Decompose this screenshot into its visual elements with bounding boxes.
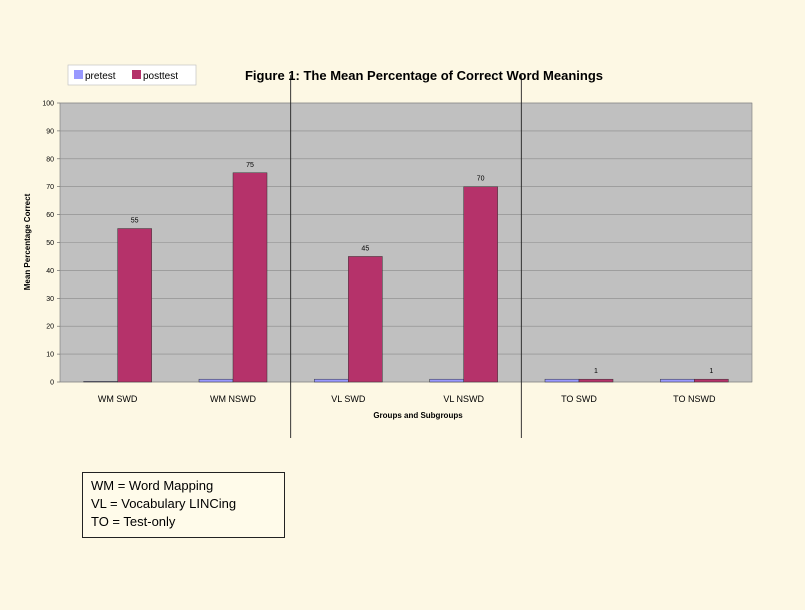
data-label: 70 [477,176,485,183]
legend-swatch-posttest [132,70,141,79]
x-tick-label: VL NSWD [443,394,484,404]
data-label: 45 [361,245,369,252]
bar-pretest-1 [198,378,234,383]
category-labels: WM SWD WM NSWD VL SWD VL NSWD TO SWD TO NSWD [98,394,716,404]
y-axis-label: Mean Percentage Correct [23,193,32,290]
y-tick-label: 10 [46,352,54,359]
legend-label-pretest: pretest [85,71,116,82]
y-tick-label: 70 [46,184,54,191]
y-axis-ticks: 0 10 20 30 40 50 60 70 80 90 100 [42,101,60,387]
bar-posttest-2 [348,256,383,383]
data-label: 75 [246,162,254,169]
group-dividers [290,75,522,438]
data-label: 1 [594,368,598,375]
x-tick-label: TO SWD [561,394,597,404]
y-tick-label: 0 [50,380,54,387]
legend-label-posttest: posttest [143,71,178,82]
x-tick-label: WM NSWD [210,394,256,404]
abbreviation-key: WM = Word Mapping VL = Vocabulary LINCin… [82,472,285,538]
x-axis-label: Groups and Subgroups [373,411,463,420]
data-label: 1 [709,368,713,375]
gridlines [60,102,752,383]
y-tick-label: 60 [46,212,54,219]
bar-posttest-0 [117,228,152,383]
y-tick-label: 90 [46,128,54,135]
bar-pretest-2 [314,378,349,383]
bar-posttest-5 [694,378,729,383]
data-label: 55 [131,218,139,225]
bar-posttest-3 [463,186,498,383]
y-tick-label: 40 [46,268,54,275]
bar-posttest-4 [578,378,614,383]
x-tick-label: WM SWD [98,394,138,404]
chart-title: Figure 1: The Mean Percentage of Correct… [245,68,603,83]
legend-swatch-pretest [74,70,83,79]
x-tick-label: VL SWD [331,394,366,404]
data-labels: 55 75 45 70 1 1 [131,162,714,375]
bar-pretest-5 [660,378,695,383]
x-tick-label: TO NSWD [673,394,716,404]
key-line: WM = Word Mapping [91,478,214,493]
y-tick-label: 20 [46,324,54,331]
y-tick-label: 30 [46,296,54,303]
legend: pretest posttest [67,64,197,86]
bar-pretest-4 [544,378,580,383]
bar-posttest-1 [232,172,268,383]
key-line: TO = Test-only [91,514,176,529]
y-tick-label: 100 [42,101,54,108]
bar-pretest-0 [83,381,118,383]
key-line: VL = Vocabulary LINCing [91,496,237,511]
bar-pretest-3 [429,378,464,383]
y-tick-label: 80 [46,156,54,163]
bars [83,172,729,383]
y-tick-label: 50 [46,240,54,247]
